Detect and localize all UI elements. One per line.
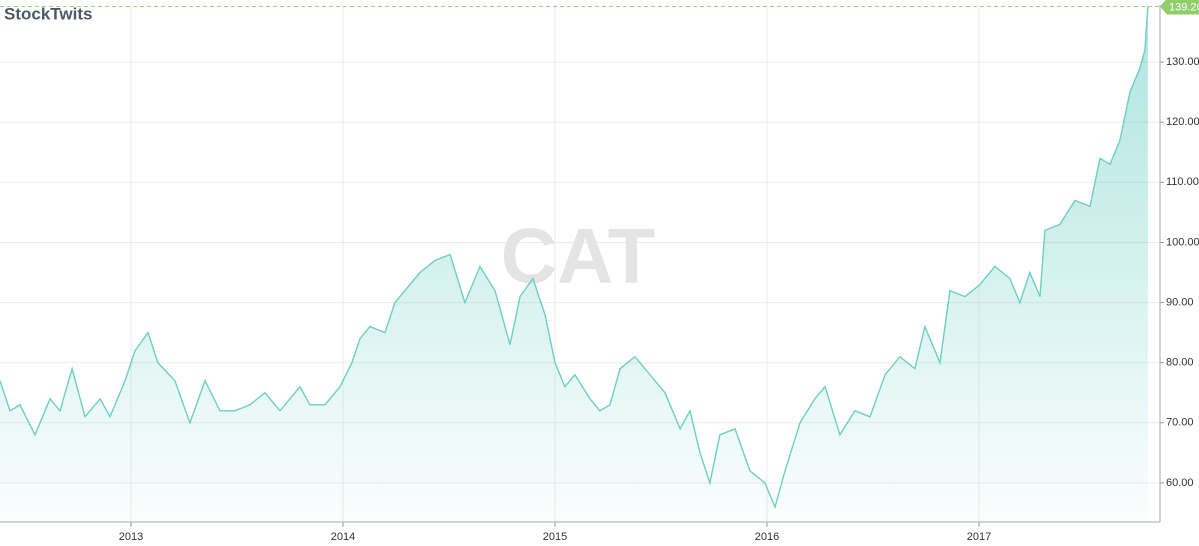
y-tick-label: 130.00 (1166, 56, 1199, 68)
watermark: CAT (501, 212, 656, 300)
x-tick-label: 2015 (543, 531, 567, 543)
x-tick-label: 2017 (967, 531, 991, 543)
brand-logo: StockTwits (4, 4, 92, 23)
y-tick-label: 90.00 (1166, 296, 1194, 308)
x-tick-label: 2016 (755, 531, 779, 543)
y-tick-label: 80.00 (1166, 357, 1194, 369)
y-tick-label: 110.00 (1166, 176, 1199, 188)
price-line (0, 6, 1149, 510)
x-tick-label: 2014 (331, 531, 355, 543)
area (0, 6, 1148, 522)
last-price-label: 139.26 (1169, 1, 1199, 13)
x-tick-label: 2013 (119, 531, 143, 543)
y-tick-label: 100.00 (1166, 236, 1199, 248)
last-price-tag (1160, 0, 1199, 15)
y-tick-label: 60.00 (1166, 477, 1194, 489)
y-tick-label: 120.00 (1166, 116, 1199, 128)
y-tick-label: 70.00 (1166, 417, 1194, 429)
